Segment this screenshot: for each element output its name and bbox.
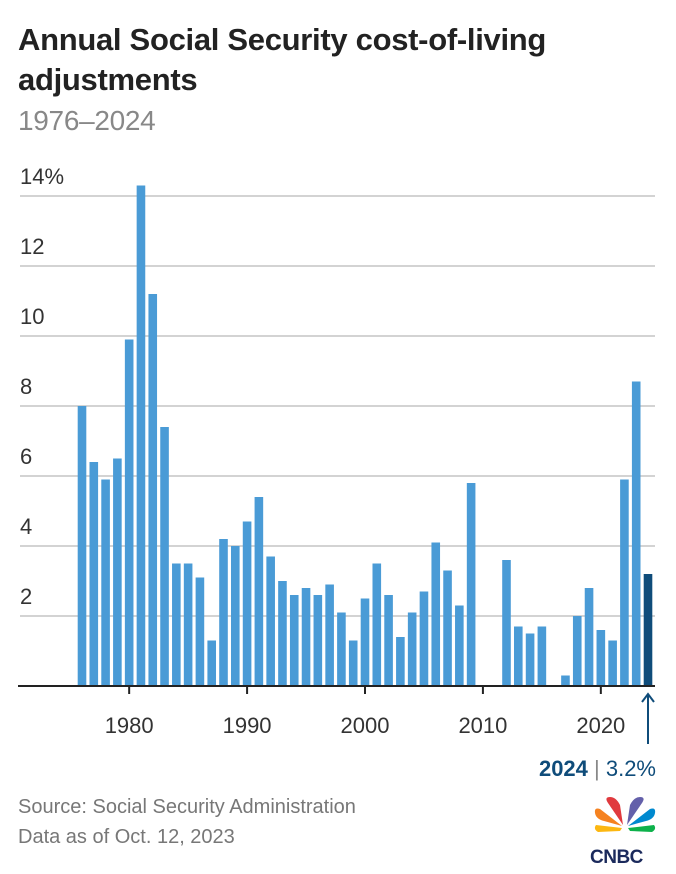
bar-2012 [502, 560, 511, 686]
bar-2018 [572, 616, 582, 686]
y-tick-label: 12 [20, 234, 44, 259]
bar-1996 [313, 595, 323, 686]
source-text: Source: Social Security Administration [18, 796, 356, 818]
chart-title: Annual Social Security cost-of-living ad… [18, 22, 547, 136]
bar-1984 [172, 563, 181, 686]
y-tick-label: 2 [20, 584, 32, 609]
highlight-year: 2024 [539, 756, 594, 781]
bar-1998 [337, 612, 346, 686]
cnbc-logo: CNBC [590, 795, 660, 869]
highlight-value: 3.2% [606, 756, 656, 781]
y-tick-label: 6 [20, 444, 32, 469]
bar-1990 [242, 521, 252, 686]
bar-2008 [455, 605, 464, 686]
x-tick-label: 1980 [105, 713, 154, 738]
bar-1994 [289, 595, 299, 686]
x-tick-label: 2010 [458, 713, 507, 738]
bar-2002 [384, 595, 393, 686]
bar-2022 [620, 479, 629, 686]
x-tick-label: 2000 [341, 713, 390, 738]
y-tick-label: 10 [20, 304, 44, 329]
bar-1997 [325, 584, 334, 686]
bar-1995 [301, 588, 311, 686]
bar-2021 [608, 640, 617, 686]
bar-2009 [466, 483, 476, 686]
y-tick-label: 4 [20, 514, 32, 539]
bar-1999 [348, 640, 358, 686]
bar-2019 [584, 588, 594, 686]
x-tick-label: 1990 [223, 713, 272, 738]
bar-2005 [419, 591, 429, 686]
x-tick-label: 2020 [576, 713, 625, 738]
bar-2013 [513, 626, 523, 686]
bar-2001 [372, 563, 382, 686]
bar-1989 [230, 546, 240, 686]
bar-2006 [431, 542, 441, 686]
cnbc-wordmark: CNBC [590, 847, 643, 868]
highlight-label: 2024 | 3.2% [539, 756, 656, 781]
bar-1991 [254, 497, 264, 686]
bar-2004 [407, 612, 417, 686]
bar-1977 [89, 462, 99, 686]
bar-1982 [148, 294, 158, 686]
bar-2014 [525, 633, 535, 686]
bar-1979 [113, 458, 122, 686]
bar-1992 [266, 556, 275, 686]
bar-2020 [596, 630, 606, 686]
bar-1983 [160, 427, 169, 686]
bar-1985 [183, 563, 193, 686]
source-note: Source: Social Security Administration Da… [18, 792, 356, 852]
bar-2015 [537, 626, 547, 686]
y-tick-label: 8 [20, 374, 32, 399]
bar-1980 [124, 339, 134, 686]
bar-2024 [643, 574, 653, 686]
bar-1986 [195, 577, 205, 686]
bar-2017 [561, 675, 570, 686]
arrow-head-icon [641, 692, 655, 703]
data-date: Data as of Oct. 12, 2023 [18, 826, 235, 848]
chart-subtitle: 1976–2024 [18, 105, 156, 136]
bar-1993 [278, 581, 287, 686]
bar-2023 [631, 381, 641, 686]
bar-1981 [136, 185, 146, 686]
highlight-separator: | [594, 756, 606, 781]
bar-2000 [360, 598, 370, 686]
bar-1978 [101, 479, 110, 686]
bar-1988 [219, 539, 228, 686]
y-tick-label: 14% [20, 164, 64, 189]
bar-1987 [207, 640, 217, 686]
bar-2003 [396, 637, 405, 686]
bar-2007 [443, 570, 452, 686]
bar-1976 [77, 406, 87, 686]
